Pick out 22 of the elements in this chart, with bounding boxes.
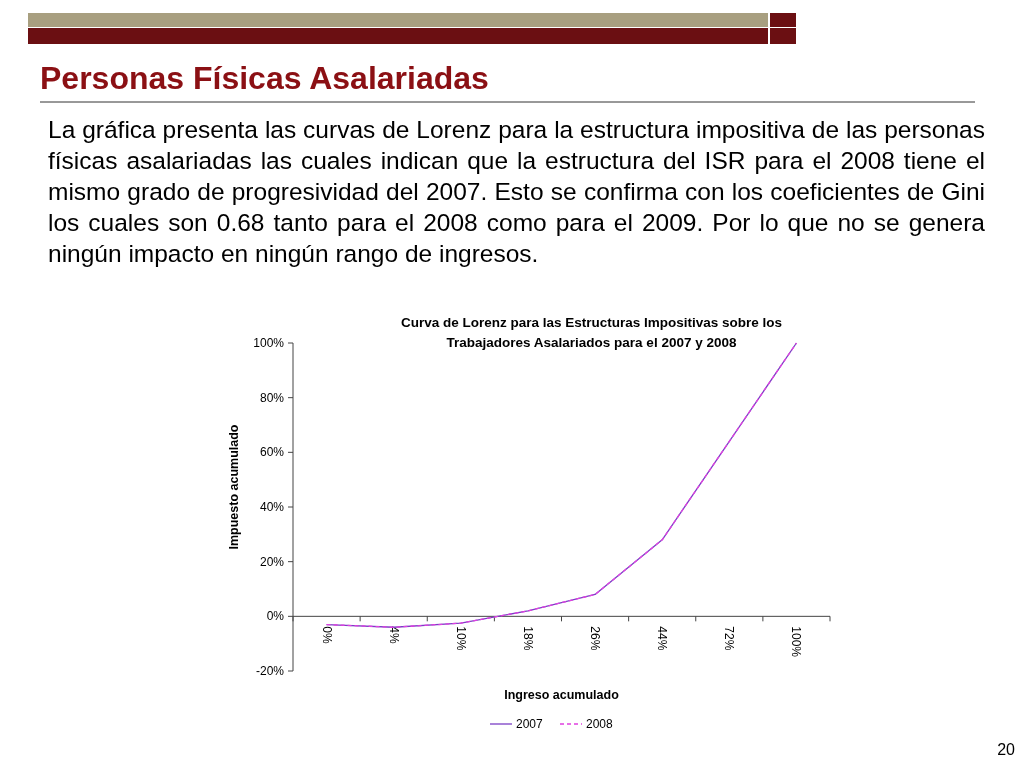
y-tick-label: 100% (253, 336, 285, 350)
y-tick-label: 0% (266, 609, 285, 624)
x-tick-label: 26% (588, 626, 603, 651)
x-tick-label: 72% (722, 626, 737, 651)
y-tick-label: 20% (259, 554, 285, 569)
x-tick-label: 0% (319, 626, 334, 645)
y-tick-label: 40% (259, 500, 285, 514)
legend-label: 2007 (516, 717, 544, 731)
y-axis-title: Impuesto acumulado (227, 424, 241, 550)
legend-label: 2008 (586, 717, 614, 731)
x-tick-label: 10% (453, 626, 468, 651)
text: Personas Físicas Asalariadas (40, 60, 489, 96)
x-tick-label: 100% (789, 626, 804, 658)
chart-title: Curva de Lorenz para las Estructuras Impositivas sobre los Trabajadores Asalariados para el 2007 y 2008 (400, 315, 783, 350)
x-tick-label: 18% (520, 626, 535, 651)
text: La gráfica presenta las curvas de Lorenz para la estructura impositiva de las personas físicas asalariadas las cuales indican que la estructura del ISR para el 2008 tiene el mismo grado de progresividad del 2007. Esto se confirma con los coeficientes de Gini los cuales son 0.68 tanto para el 2008 como para el 2009. Por lo que no se genera ningún impacto en ningún rango de ingresos. (48, 115, 985, 269)
y-tick-label: 60% (259, 445, 285, 460)
text: 20 (997, 741, 1016, 758)
x-axis-title: Ingreso acumulado (504, 688, 620, 702)
y-tick-label: -20% (255, 664, 285, 678)
x-tick-label: 44% (655, 626, 670, 651)
y-tick-label: 80% (259, 390, 285, 405)
